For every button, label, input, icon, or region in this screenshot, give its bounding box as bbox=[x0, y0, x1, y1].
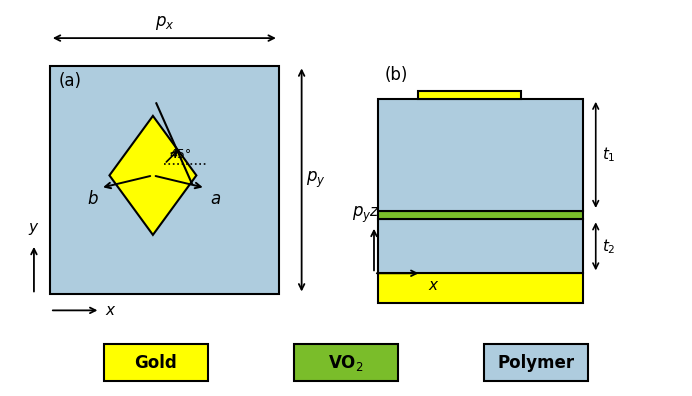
Bar bbox=[418, 91, 522, 99]
Text: VO$_2$: VO$_2$ bbox=[328, 353, 364, 373]
Text: Gold: Gold bbox=[134, 354, 177, 372]
Text: $t_1$: $t_1$ bbox=[602, 145, 616, 164]
Polygon shape bbox=[109, 116, 197, 235]
Text: 45°: 45° bbox=[169, 148, 191, 160]
Text: $b$: $b$ bbox=[87, 190, 99, 208]
Bar bbox=[104, 344, 208, 381]
Text: $t_2$: $t_2$ bbox=[602, 237, 616, 256]
Text: $x$: $x$ bbox=[105, 303, 116, 318]
Bar bbox=[50, 66, 279, 294]
Text: $z$: $z$ bbox=[369, 204, 379, 219]
Text: $p_y$: $p_y$ bbox=[306, 170, 326, 190]
Bar bbox=[379, 273, 583, 303]
Text: Polymer: Polymer bbox=[498, 354, 575, 372]
Bar bbox=[379, 219, 583, 273]
Text: $y$: $y$ bbox=[28, 221, 39, 237]
Bar bbox=[484, 344, 588, 381]
Bar bbox=[379, 211, 583, 219]
Bar bbox=[294, 344, 398, 381]
Text: $a$: $a$ bbox=[210, 190, 221, 208]
Text: $p_y$: $p_y$ bbox=[352, 205, 372, 225]
Text: (a): (a) bbox=[59, 72, 82, 90]
Text: $x$: $x$ bbox=[428, 278, 439, 293]
Bar bbox=[379, 99, 583, 211]
Text: $p_x$: $p_x$ bbox=[154, 14, 174, 32]
Text: (b): (b) bbox=[385, 66, 408, 84]
